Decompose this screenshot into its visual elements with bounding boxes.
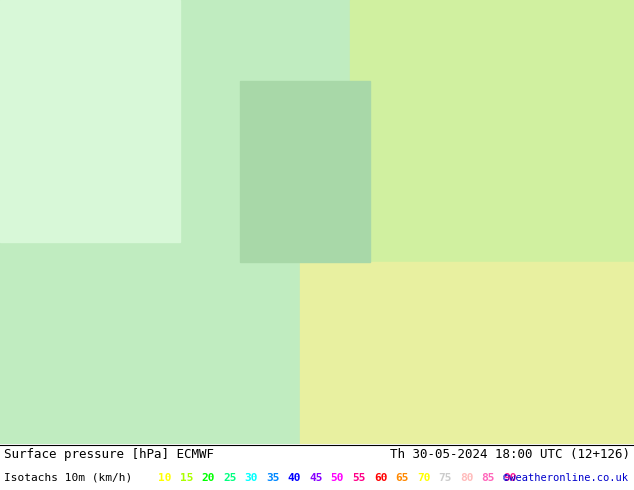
Text: 60: 60: [374, 473, 387, 483]
Bar: [0, 0, 180, 242]
Text: 70: 70: [417, 473, 430, 483]
Bar: [350, 0, 634, 444]
Text: 30: 30: [245, 473, 258, 483]
Text: 10: 10: [158, 473, 172, 483]
Text: Surface pressure [hPa] ECMWF: Surface pressure [hPa] ECMWF: [4, 448, 214, 462]
Text: 90: 90: [503, 473, 517, 483]
Text: 35: 35: [266, 473, 280, 483]
Text: Th 30-05-2024 18:00 UTC (12+126): Th 30-05-2024 18:00 UTC (12+126): [390, 448, 630, 462]
Text: 20: 20: [202, 473, 215, 483]
Text: 85: 85: [482, 473, 495, 483]
Bar: [240, 81, 370, 262]
Text: 45: 45: [309, 473, 323, 483]
Text: 75: 75: [439, 473, 452, 483]
Text: 25: 25: [223, 473, 236, 483]
Text: ©weatheronline.co.uk: ©weatheronline.co.uk: [503, 473, 628, 483]
Bar: [300, 262, 634, 444]
Text: 80: 80: [460, 473, 474, 483]
Text: 15: 15: [180, 473, 193, 483]
Text: 40: 40: [288, 473, 301, 483]
Text: 65: 65: [396, 473, 409, 483]
Text: 50: 50: [331, 473, 344, 483]
Text: 55: 55: [353, 473, 366, 483]
Text: Isotachs 10m (km/h): Isotachs 10m (km/h): [4, 473, 133, 483]
